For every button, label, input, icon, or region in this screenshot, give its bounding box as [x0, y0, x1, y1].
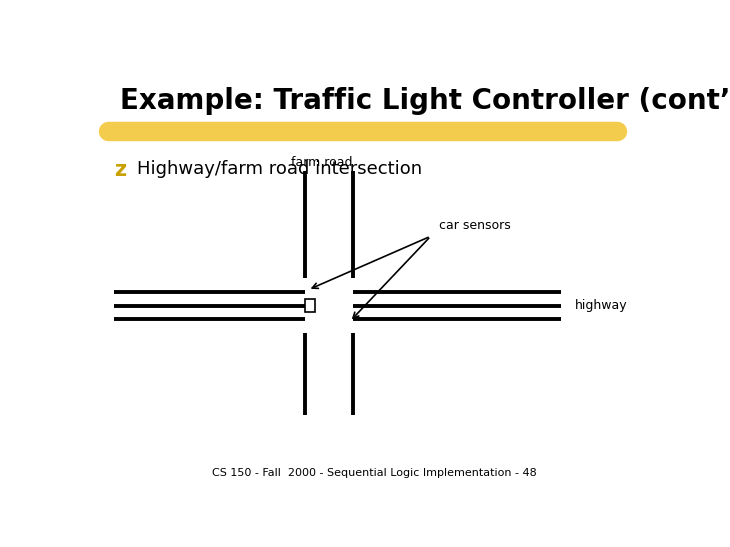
- Text: CS 150 - Fall  2000 - Sequential Logic Implementation - 48: CS 150 - Fall 2000 - Sequential Logic Im…: [212, 468, 537, 479]
- Text: farm road: farm road: [291, 156, 353, 169]
- Text: Example: Traffic Light Controller (cont’): Example: Traffic Light Controller (cont’…: [120, 86, 730, 115]
- Text: car sensors: car sensors: [439, 219, 511, 232]
- Text: highway: highway: [575, 299, 628, 312]
- Text: z: z: [114, 160, 126, 181]
- Bar: [305, 299, 315, 312]
- Text: Highway/farm road intersection: Highway/farm road intersection: [137, 160, 422, 178]
